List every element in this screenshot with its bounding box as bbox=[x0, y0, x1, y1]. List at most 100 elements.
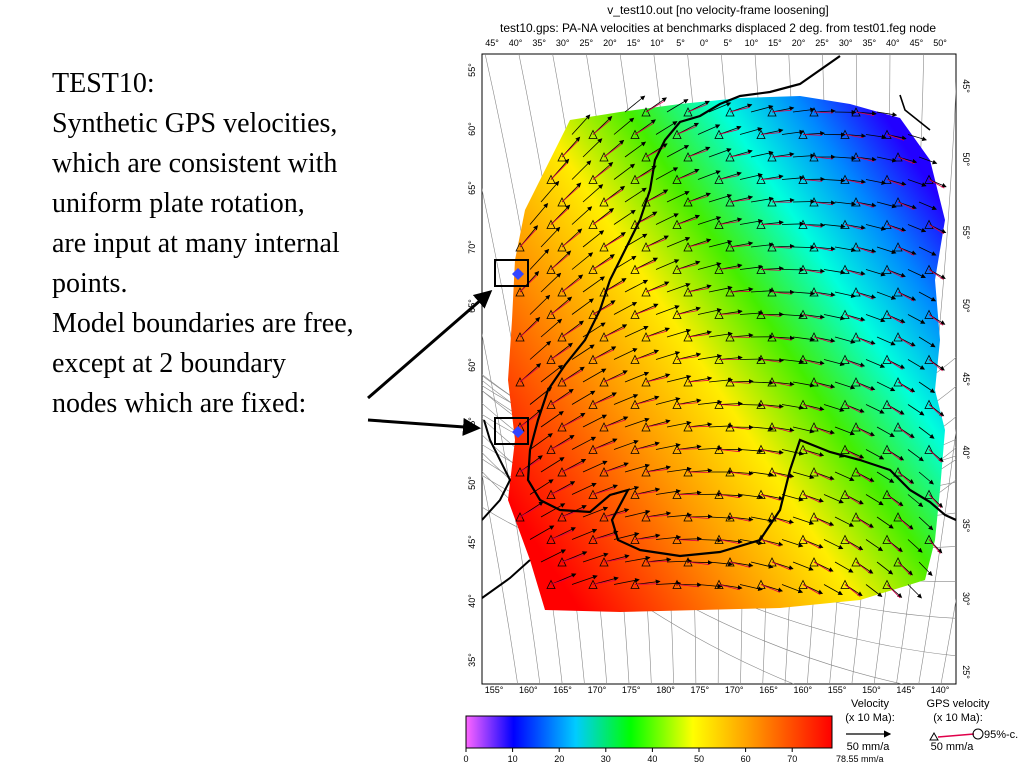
model-velocity-arrow bbox=[865, 134, 887, 140]
gps-benchmark-triangle bbox=[840, 309, 850, 319]
gps-benchmark-triangle bbox=[924, 174, 934, 184]
gps-benchmark-triangle bbox=[767, 377, 777, 387]
model-velocity-arrow bbox=[708, 102, 732, 113]
model-velocity-arrow bbox=[750, 516, 774, 523]
gps-velocity-arrow bbox=[645, 192, 666, 203]
gps-benchmark-triangle bbox=[725, 557, 735, 567]
model-velocity-arrow bbox=[792, 516, 815, 525]
model-velocity-arrow bbox=[834, 246, 857, 253]
gps-benchmark-triangle bbox=[641, 107, 651, 117]
gps-velocity-arrow bbox=[802, 269, 823, 274]
gps-legend-ref: 50 mm/a bbox=[931, 741, 975, 753]
gps-benchmark-triangle bbox=[557, 512, 567, 522]
model-velocity-arrow bbox=[750, 288, 775, 294]
gps-velocity-arrow bbox=[771, 246, 792, 249]
gps-velocity-arrow bbox=[729, 561, 751, 568]
model-velocity-arrow bbox=[540, 226, 561, 248]
fixed-node-box bbox=[494, 259, 529, 287]
gps-velocity-arrow bbox=[802, 134, 823, 136]
model-velocity-arrow bbox=[792, 107, 816, 113]
gps-benchmark-triangle bbox=[893, 197, 903, 207]
left-latitude-label: 60° bbox=[467, 358, 477, 372]
gps-benchmark-triangle bbox=[546, 579, 556, 589]
gps-benchmark-triangle bbox=[630, 399, 640, 409]
model-velocity-arrow bbox=[655, 305, 680, 315]
text-line: TEST10: bbox=[52, 68, 155, 99]
gps-benchmark-triangle bbox=[798, 489, 808, 499]
gps-velocity-arrow bbox=[603, 373, 625, 383]
gps-velocity-arrow bbox=[592, 441, 615, 450]
top-longitude-label: 10° bbox=[650, 38, 664, 48]
gps-benchmark-triangle bbox=[630, 354, 640, 364]
gps-benchmark-triangle bbox=[893, 422, 903, 432]
right-latitude-label: 40° bbox=[961, 445, 971, 459]
gps-velocity-arrow bbox=[886, 179, 904, 187]
model-velocity-arrow bbox=[739, 264, 764, 270]
gps-velocity-arrow bbox=[813, 111, 833, 114]
gps-velocity-arrow bbox=[592, 211, 612, 225]
gps-velocity-arrow bbox=[561, 508, 584, 518]
bottom-longitude-label: 175° bbox=[690, 685, 709, 695]
gps-velocity-arrow bbox=[645, 330, 667, 338]
meridian-line bbox=[918, 428, 956, 684]
gps-benchmark-triangle bbox=[924, 399, 934, 409]
gps-velocity-arrow bbox=[603, 465, 626, 473]
bottom-longitude-label: 155° bbox=[485, 685, 504, 695]
model-velocity-arrow bbox=[613, 302, 638, 315]
gps-benchmark-triangle bbox=[599, 332, 609, 342]
gps-velocity-arrow bbox=[886, 539, 901, 553]
gps-velocity-arrow bbox=[771, 109, 792, 113]
gps-velocity-arrow bbox=[729, 471, 751, 476]
gps-benchmark-triangle bbox=[630, 129, 640, 139]
text-line: Model boundaries are free, bbox=[52, 308, 354, 339]
model-velocity-arrow bbox=[666, 420, 692, 428]
model-velocity-arrow bbox=[876, 291, 897, 300]
gps-velocity-arrow bbox=[676, 126, 697, 135]
top-longitude-label: 30° bbox=[839, 38, 853, 48]
gps-benchmark-triangle bbox=[546, 309, 556, 319]
model-velocity-arrow bbox=[655, 443, 681, 450]
gps-velocity-arrow bbox=[897, 291, 914, 302]
bottom-longitude-label: 150° bbox=[862, 685, 881, 695]
gps-benchmark-triangle bbox=[767, 422, 777, 432]
model-velocity-arrow bbox=[876, 111, 898, 117]
map-title: v_test10.out [no velocity-frame loosenin… bbox=[607, 3, 828, 17]
gps-benchmark-triangle bbox=[557, 332, 567, 342]
bottom-longitude-label: 170° bbox=[588, 685, 607, 695]
colorbar-tick-label: 50 bbox=[694, 754, 704, 764]
gps-velocity-arrow bbox=[855, 426, 873, 438]
gps-benchmark-triangle bbox=[588, 174, 598, 184]
gps-velocity-arrow bbox=[729, 152, 750, 158]
gps-velocity-arrow bbox=[718, 221, 740, 225]
gps-velocity-arrow bbox=[760, 178, 781, 180]
model-velocity-arrow bbox=[918, 336, 936, 348]
gps-velocity-arrow bbox=[771, 291, 792, 295]
model-velocity-arrow bbox=[571, 436, 597, 450]
gps-benchmark-triangle bbox=[630, 309, 640, 319]
gps-velocity-arrow bbox=[718, 539, 740, 545]
gps-velocity-arrow bbox=[928, 359, 943, 372]
gps-velocity-arrow bbox=[928, 179, 945, 189]
gps-benchmark-triangle bbox=[546, 354, 556, 364]
gps-velocity-arrow bbox=[855, 246, 874, 254]
model-velocity-arrow bbox=[739, 539, 764, 546]
model-velocity-arrow bbox=[582, 184, 604, 203]
gps-benchmark-triangle bbox=[882, 309, 892, 319]
gps-benchmark-triangle bbox=[851, 197, 861, 207]
map-subtitle: test10.gps: PA-NA velocities at benchmar… bbox=[500, 21, 936, 35]
gps-velocity-arrow bbox=[561, 324, 582, 338]
model-velocity-arrow bbox=[613, 117, 635, 135]
top-longitude-label: 15° bbox=[627, 38, 641, 48]
gps-benchmark-triangle bbox=[630, 264, 640, 274]
gps-velocity-arrow bbox=[855, 561, 872, 575]
gps-benchmark-triangle bbox=[599, 512, 609, 522]
model-velocity-arrow bbox=[708, 285, 733, 293]
gps-velocity-arrow bbox=[718, 494, 740, 499]
bottom-longitude-label: 180° bbox=[656, 685, 675, 695]
gps-benchmark-triangle bbox=[599, 152, 609, 162]
gps-benchmark-triangle bbox=[588, 219, 598, 229]
gps-benchmark-triangle bbox=[515, 287, 525, 297]
model-velocity-arrow bbox=[624, 371, 650, 383]
gps-benchmark-triangle bbox=[557, 152, 567, 162]
left-latitude-label: 65° bbox=[467, 181, 477, 195]
